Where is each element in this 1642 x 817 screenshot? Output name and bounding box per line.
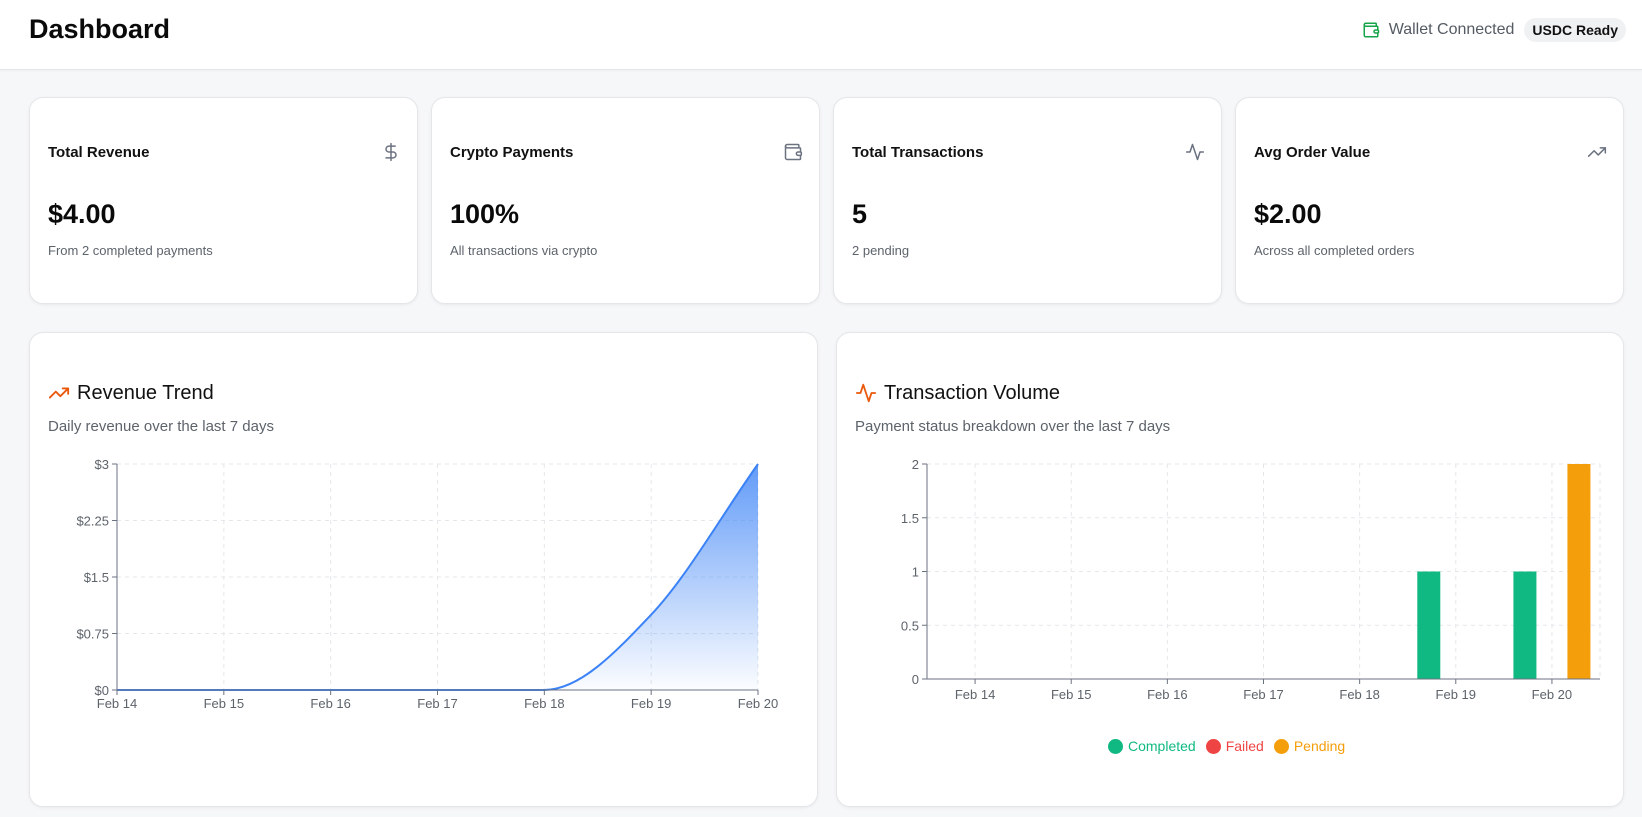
stat-card-total-transactions: Total Transactions 5 2 pending [833,97,1222,304]
y-tick-label: 0.5 [901,618,919,633]
stat-title: Avg Order Value [1254,144,1371,161]
legend-dot [1273,738,1289,754]
x-tick-label: Feb 16 [310,696,350,711]
legend-dot [1205,738,1221,754]
legend-item-pending: Pending [1273,738,1346,754]
y-tick-label: $0.75 [76,627,109,642]
top-header: Dashboard Wallet Connected USDC Ready [0,0,1642,70]
revenue-area-chart: $0 $0.75 $1.5 $2.25 $3 Feb 14 Feb 15 Feb 16 Feb … [76,457,778,711]
stat-subtext: All transactions via crypto [450,243,598,258]
transaction-volume-card: Transaction Volume Payment status breakd… [836,332,1624,807]
wallet-icon [1363,22,1379,38]
y-tick-label: $3 [95,457,109,472]
wallet-status-label: Wallet Connected [1388,21,1515,38]
x-tick-label: Feb 20 [738,696,778,711]
x-tick-label: Feb 19 [1436,687,1476,702]
revenue-area-fill [117,464,758,690]
transaction-volume-title-text: Transaction Volume [884,382,1061,404]
trending-up-icon [1587,147,1607,157]
revenue-trend-title: Revenue Trend [48,382,214,405]
x-tick-label: Feb 18 [1339,687,1379,702]
revenue-trend-card: Revenue Trend Daily revenue over the las… [29,332,818,807]
x-tick-label: Feb 15 [1051,687,1091,702]
activity-icon [855,383,877,403]
transaction-volume-title: Transaction Volume [855,382,1061,405]
y-tick-label: $2.25 [76,514,109,529]
y-tick-label: 0 [912,672,919,687]
legend-dot [1108,738,1123,754]
stat-value: $4.00 [48,199,116,229]
legend-label: Failed [1225,738,1264,754]
usdc-badge: USDC Ready [1524,18,1626,42]
trending-up-icon [48,387,70,399]
transaction-bar-chart: 0 0.5 1 1.5 2 Feb 14 Feb 15 Feb 16 Feb 17 Feb 18 F… [901,457,1601,702]
x-tick-label: Feb 19 [631,696,671,711]
legend-label: Completed [1128,738,1196,754]
stat-card-avg-order-value: Avg Order Value $2.00 Across all complet… [1235,97,1624,304]
stat-value: 100% [450,199,520,229]
stat-value: 5 [852,199,868,229]
stat-card-total-revenue: Total Revenue $4.00 From 2 completed pay… [29,97,418,304]
x-tick-label: Feb 18 [524,696,564,711]
x-tick-label: Feb 14 [955,687,995,702]
bar-completed [1417,571,1441,679]
x-tick-label: Feb 14 [97,696,137,711]
y-tick-label: $0 [95,683,109,698]
x-tick-label: Feb 17 [417,696,457,711]
wallet-icon [784,143,803,161]
y-tick-label: 1 [912,565,919,580]
stat-title: Total Transactions [852,144,984,161]
header-status: Wallet Connected USDC Ready [1362,18,1626,42]
revenue-trend-title-text: Revenue Trend [77,382,214,404]
transaction-volume-subtitle: Payment status breakdown over the last 7… [855,418,1171,435]
dollar-icon [385,142,397,162]
activity-icon [1185,143,1205,161]
x-tick-label: Feb 17 [1243,687,1283,702]
stat-subtext: 2 pending [852,243,910,258]
bar-pending [1567,464,1591,679]
legend-item-completed: Completed [1108,738,1196,754]
stat-value: $2.00 [1254,199,1322,229]
page-title: Dashboard [29,14,171,44]
y-tick-label: 1.5 [901,511,919,526]
chart-legend: Completed Failed Pending [1108,738,1345,754]
x-tick-label: Feb 20 [1532,687,1572,702]
legend-label: Pending [1293,738,1346,754]
legend-item-failed: Failed [1205,738,1264,754]
x-tick-label: Feb 16 [1147,687,1187,702]
revenue-trend-subtitle: Daily revenue over the last 7 days [48,418,274,435]
stat-title: Total Revenue [48,144,150,161]
stat-subtext: From 2 completed payments [48,243,213,258]
y-tick-label: $1.5 [84,570,109,585]
y-tick-label: 2 [912,457,919,472]
stat-card-crypto-payments: Crypto Payments 100% All transactions vi… [431,97,820,304]
bar-completed [1513,571,1537,679]
stat-title: Crypto Payments [450,144,574,161]
stat-subtext: Across all completed orders [1254,243,1415,258]
x-tick-label: Feb 15 [204,696,244,711]
wallet-status[interactable]: Wallet Connected [1362,21,1515,39]
